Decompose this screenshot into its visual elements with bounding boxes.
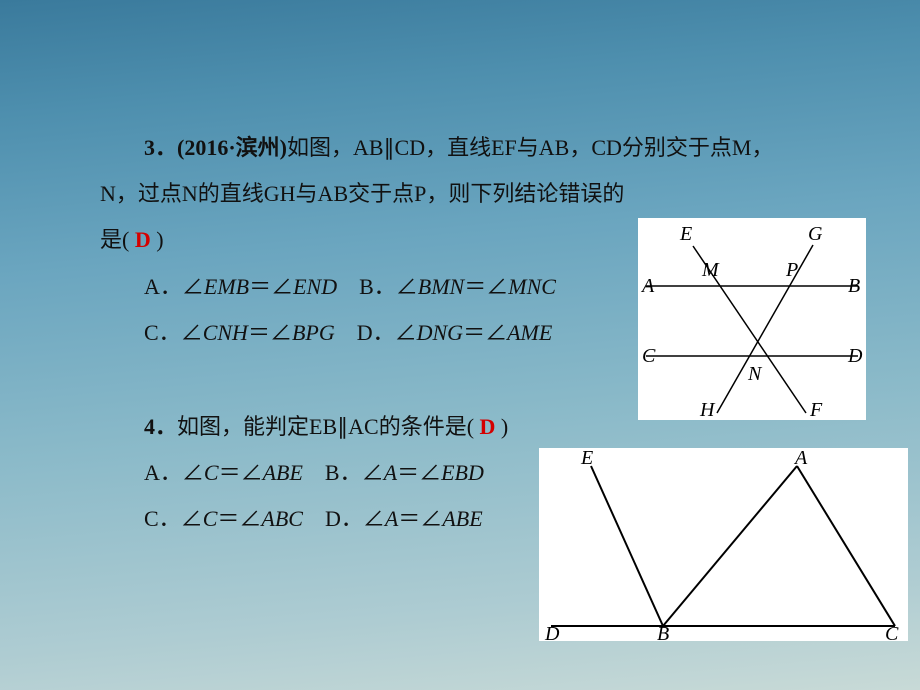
q3B-pre: B．∠	[337, 274, 418, 299]
q4C-mid: ＝∠	[217, 506, 261, 531]
q4-answer: D	[480, 414, 496, 439]
svg-text:N: N	[747, 363, 763, 385]
svg-text:H: H	[699, 399, 716, 420]
svg-text:G: G	[808, 223, 823, 245]
q3D-i2: AME	[507, 320, 552, 345]
q3B-i2: MNC	[508, 274, 556, 299]
q4A-i2: ABE	[263, 460, 303, 485]
q3-l1-rest: 如图，AB∥CD，直线EF与AB，CD分别交于点M，	[287, 135, 773, 160]
svg-text:C: C	[642, 345, 656, 367]
q4B-mid: ＝∠	[397, 460, 441, 485]
q4D-i: A	[385, 506, 398, 531]
svg-text:E: E	[580, 448, 593, 469]
svg-text:B: B	[657, 623, 669, 641]
svg-text:C: C	[885, 623, 899, 641]
q4-prefix: 4．	[144, 414, 177, 439]
svg-text:F: F	[809, 399, 823, 420]
q4-opts-row1: A．∠C＝∠ABE B．∠A＝∠EBD	[100, 450, 550, 496]
q3C-i2: BPG	[292, 320, 335, 345]
q3-opts-row1: A．∠EMB＝∠END B．∠BMN＝∠MNC	[100, 264, 640, 310]
q4C-i: C	[203, 506, 218, 531]
q4-sc: )	[501, 414, 508, 439]
q3A-i2: END	[293, 274, 337, 299]
svg-text:E: E	[679, 223, 692, 245]
q3A-i: EMB	[204, 274, 249, 299]
q3-answer: D	[135, 227, 151, 252]
q4B-pre: B．∠	[303, 460, 384, 485]
q3A-mid: ＝∠	[249, 274, 293, 299]
q3-opts-row2: C．∠CNH＝∠BPG D．∠DNG＝∠AME	[100, 310, 640, 356]
q4-opts-row2: C．∠C＝∠ABC D．∠A＝∠ABE	[100, 496, 550, 542]
q3-prefix: 3．(2016·滨州)	[144, 135, 287, 160]
q3-l2: N，过点N的直线GH与AB交于点P，则下列结论错误的是(	[100, 181, 624, 252]
q3C-pre: C．∠	[144, 320, 203, 345]
q4-s: 如图，能判定EB∥AC的条件是(	[177, 414, 474, 439]
figure-q4: D B C E A	[539, 448, 908, 641]
q4B-i: A	[384, 460, 397, 485]
svg-text:A: A	[793, 448, 808, 469]
q3D-pre: D．∠	[335, 320, 417, 345]
q4-stem: 4．如图，能判定EB∥AC的条件是( D )	[100, 404, 550, 450]
q4D-i2: ABE	[442, 506, 482, 531]
q4C-i2: ABC	[261, 506, 303, 531]
q4B-i2: EBD	[441, 460, 484, 485]
q4A-pre: A．∠	[144, 460, 204, 485]
q4D-mid: ＝∠	[398, 506, 442, 531]
q4C-pre: C．∠	[144, 506, 203, 531]
svg-text:P: P	[785, 259, 798, 281]
q3B-i: BMN	[418, 274, 464, 299]
q3A-pre: A．∠	[144, 274, 204, 299]
q3-stem-line1: 3．(2016·滨州)如图，AB∥CD，直线EF与AB，CD分别交于点M，	[100, 125, 880, 171]
q3-stem-line2: N，过点N的直线GH与AB交于点P，则下列结论错误的是( D )	[100, 171, 640, 263]
svg-text:D: D	[544, 623, 560, 641]
svg-text:M: M	[701, 259, 720, 281]
svg-text:B: B	[848, 275, 860, 297]
q3C-i: CNH	[203, 320, 248, 345]
q3C-mid: ＝∠	[248, 320, 292, 345]
q4A-i: C	[204, 460, 219, 485]
figure-q3: A B C D E F G H M P N	[638, 218, 866, 420]
q4D-pre: D．∠	[303, 506, 385, 531]
q3D-mid: ＝∠	[463, 320, 507, 345]
svg-text:A: A	[640, 275, 655, 297]
q3B-mid: ＝∠	[464, 274, 508, 299]
svg-text:D: D	[847, 345, 863, 367]
q3-l2c: )	[156, 227, 163, 252]
q3D-i: DNG	[417, 320, 463, 345]
q4A-mid: ＝∠	[219, 460, 263, 485]
